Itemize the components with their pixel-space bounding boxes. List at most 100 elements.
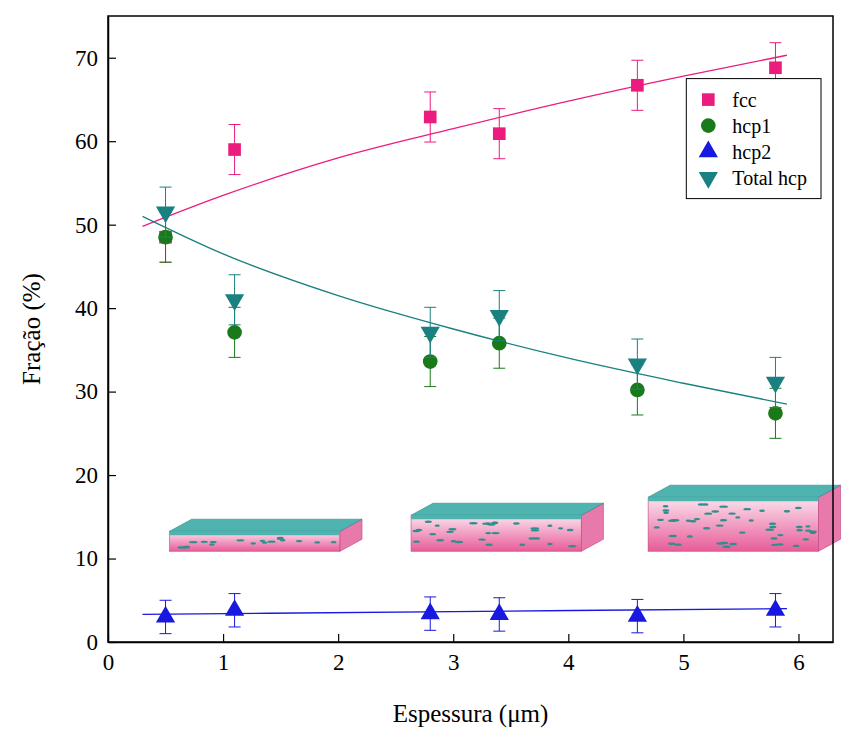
grain: [687, 535, 693, 537]
point: [156, 606, 175, 623]
point: [493, 127, 506, 140]
error-cap: [493, 597, 505, 598]
point: [421, 603, 440, 620]
error-cap: [424, 142, 436, 143]
grain: [694, 518, 700, 520]
error-cap: [424, 307, 436, 308]
film-box: [411, 503, 603, 551]
tick: 1: [218, 634, 230, 675]
grain: [436, 539, 444, 541]
error-cap: [631, 389, 643, 390]
error-cap: [160, 237, 172, 238]
grain: [802, 538, 809, 540]
point: [628, 359, 647, 376]
grain: [184, 546, 190, 548]
error-cap: [424, 630, 436, 631]
plot-frame: [108, 16, 833, 642]
fit-line: [143, 216, 787, 404]
point: [225, 294, 244, 311]
tick: 70: [75, 46, 116, 71]
grain: [528, 537, 534, 539]
grain: [491, 522, 497, 524]
tick-label: 2: [333, 650, 345, 675]
error-cap: [631, 414, 643, 415]
error-cap: [229, 357, 241, 358]
film-box: [648, 485, 840, 551]
tick-label: 3: [448, 650, 460, 675]
legend-label: fcc: [732, 89, 757, 111]
film-top: [648, 485, 840, 497]
grain: [810, 532, 816, 534]
series-circle: [158, 212, 783, 438]
grain: [771, 537, 778, 539]
error-cap: [769, 42, 781, 43]
y-axis: 010203040506070: [75, 17, 116, 655]
film-coating: [648, 497, 818, 501]
grain: [425, 521, 432, 523]
tick-mark: [568, 634, 569, 642]
error-cap: [631, 339, 643, 340]
grain: [769, 526, 776, 528]
error-cap: [160, 600, 172, 601]
grain: [771, 544, 778, 546]
tick-label: 50: [75, 213, 98, 238]
error-cap: [229, 174, 241, 175]
legend-marker: [701, 118, 716, 133]
tick-mark: [108, 475, 116, 476]
error-cap: [424, 596, 436, 597]
tick-label: 5: [678, 650, 690, 675]
grain: [260, 540, 266, 542]
point: [421, 327, 440, 344]
grain: [729, 543, 737, 545]
grain: [777, 534, 783, 536]
grain: [277, 537, 284, 539]
tick: 2: [333, 634, 345, 675]
grain: [413, 540, 420, 542]
tick-label: 70: [75, 46, 98, 71]
tick-label: 1: [218, 650, 230, 675]
error-cap: [631, 110, 643, 111]
grain: [728, 512, 736, 514]
grain: [567, 529, 574, 531]
error-bar: [229, 125, 241, 175]
grain: [722, 546, 731, 548]
film-front: [648, 497, 818, 551]
grain: [669, 535, 677, 537]
error-cap: [424, 357, 436, 358]
legend: fcc hcp1 hcp2 Total hcp: [686, 79, 821, 199]
error-cap: [160, 262, 172, 263]
tick-mark: [108, 225, 116, 226]
grain: [663, 512, 669, 514]
grain: [654, 526, 660, 528]
tick-mark: [108, 392, 116, 393]
error-cap: [424, 91, 436, 92]
film-illustrations: [170, 485, 841, 551]
legend-marker: [699, 141, 718, 158]
grain: [210, 541, 217, 543]
tick-mark: [798, 634, 799, 642]
tick-mark: [338, 634, 339, 642]
grain: [435, 524, 440, 526]
film-top: [170, 519, 362, 531]
error-cap: [769, 357, 781, 358]
tick: 6: [793, 634, 805, 675]
error-cap: [769, 593, 781, 594]
error-cap: [160, 633, 172, 634]
legend-label: hcp1: [732, 115, 771, 138]
tick: 40: [75, 296, 116, 321]
legend-label: hcp2: [732, 141, 771, 164]
point: [768, 406, 783, 421]
grain: [796, 526, 803, 528]
grain: [189, 541, 198, 543]
grain: [686, 520, 691, 522]
point: [769, 61, 782, 74]
film-coating: [411, 515, 581, 519]
point: [490, 603, 509, 620]
point: [156, 207, 175, 224]
grain: [716, 524, 724, 526]
grain: [674, 543, 681, 545]
grain: [716, 542, 723, 544]
grain: [784, 510, 790, 512]
legend-label: Total hcp: [732, 167, 807, 190]
grain: [743, 508, 751, 510]
